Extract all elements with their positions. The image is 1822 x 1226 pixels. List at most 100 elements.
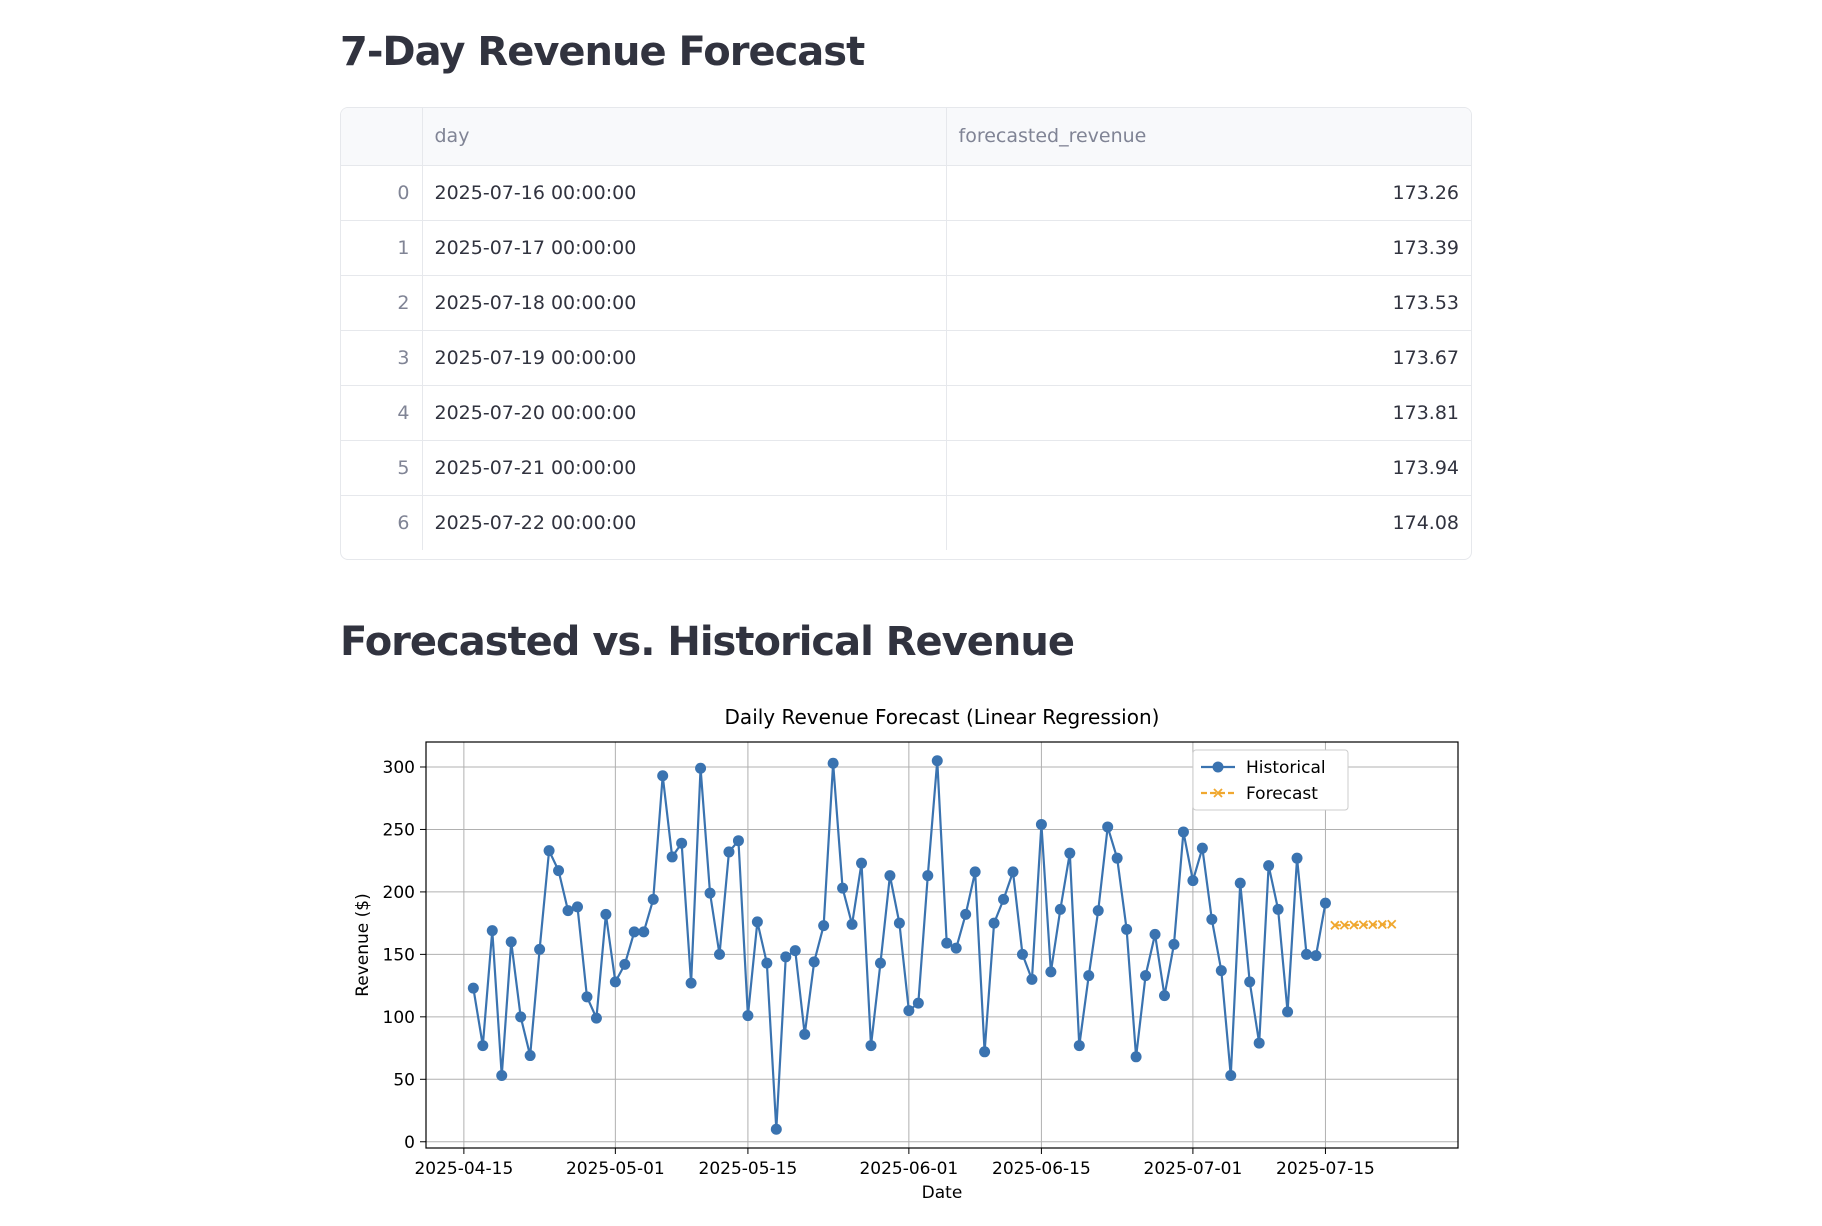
historical-point [912, 997, 924, 1009]
historical-point [1291, 852, 1303, 864]
forecasted-revenue-cell[interactable]: 173.67 [946, 330, 1471, 386]
y-tick-label: 250 [383, 820, 415, 840]
historical-point [1319, 897, 1331, 909]
historical-point [799, 1028, 811, 1040]
historical-point [1187, 875, 1199, 887]
historical-point [1282, 1006, 1294, 1018]
historical-point [732, 835, 744, 847]
y-tick-label: 0 [404, 1133, 415, 1153]
table-row[interactable]: 0 2025-07-16 00:00:00 173.26 [341, 165, 1471, 221]
day-cell[interactable]: 2025-07-18 00:00:00 [422, 275, 947, 331]
x-axis-label: Date [922, 1183, 963, 1203]
row-index-cell[interactable]: 3 [341, 330, 423, 386]
x-tick-label: 2025-06-01 [859, 1159, 958, 1179]
day-cell[interactable]: 2025-07-17 00:00:00 [422, 220, 947, 276]
historical-point [1234, 877, 1246, 889]
legend-forecast-marker [1213, 788, 1223, 798]
x-tick-label: 2025-07-01 [1144, 1159, 1243, 1179]
historical-point [1253, 1037, 1265, 1049]
historical-point [505, 936, 517, 948]
historical-point [751, 916, 763, 928]
row-index-cell[interactable]: 2 [341, 275, 423, 331]
historical-point [1016, 948, 1028, 960]
historical-point [1158, 990, 1170, 1002]
forecasted-revenue-cell[interactable]: 173.26 [946, 165, 1471, 221]
forecast-point [1330, 920, 1340, 930]
row-index-cell[interactable]: 5 [341, 440, 423, 496]
forecast-table-heading: 7-Day Revenue Forecast [340, 29, 865, 75]
historical-point [1083, 970, 1095, 982]
forecasted-revenue-cell[interactable]: 173.81 [946, 385, 1471, 441]
historical-point [780, 951, 792, 963]
forecasted-revenue-cell[interactable]: 173.94 [946, 440, 1471, 496]
historical-point [1196, 842, 1208, 854]
historical-point [543, 845, 555, 857]
historical-point [837, 882, 849, 894]
historical-point [1130, 1051, 1142, 1063]
historical-point [960, 908, 972, 920]
day-cell[interactable]: 2025-07-16 00:00:00 [422, 165, 947, 221]
y-tick-label: 150 [383, 945, 415, 965]
column-header-forecasted-revenue[interactable]: forecasted_revenue [946, 108, 1471, 166]
row-index-cell[interactable]: 0 [341, 165, 423, 221]
day-cell[interactable]: 2025-07-20 00:00:00 [422, 385, 947, 441]
historical-point [1026, 973, 1038, 985]
historical-point [666, 851, 678, 863]
y-tick-label: 100 [383, 1008, 415, 1028]
historical-point [988, 917, 1000, 929]
forecast-dataframe[interactable]: day forecasted_revenue 0 2025-07-16 00:00… [340, 107, 1472, 560]
historical-point [619, 958, 631, 970]
historical-point [1272, 903, 1284, 915]
historical-point [808, 956, 820, 968]
historical-point [676, 837, 688, 849]
historical-point [1301, 948, 1313, 960]
historical-point [1215, 965, 1227, 977]
historical-point [818, 920, 830, 932]
forecasted-revenue-cell[interactable]: 173.39 [946, 220, 1471, 276]
historical-point [714, 948, 726, 960]
column-header-day[interactable]: day [422, 108, 947, 166]
y-tick-label: 200 [383, 883, 415, 903]
table-row[interactable]: 6 2025-07-22 00:00:00 174.08 [341, 495, 1471, 550]
table-row[interactable]: 1 2025-07-17 00:00:00 173.39 [341, 220, 1471, 276]
column-header-index[interactable] [341, 108, 423, 166]
historical-point [571, 901, 583, 913]
historical-point [581, 991, 593, 1003]
historical-point [1121, 923, 1133, 935]
historical-point [524, 1050, 536, 1062]
row-index-cell[interactable]: 1 [341, 220, 423, 276]
historical-point [998, 893, 1010, 905]
historical-point [1007, 866, 1019, 878]
forecast-point [1349, 920, 1359, 930]
forecasted-revenue-cell[interactable]: 174.08 [1392, 511, 1459, 534]
historical-line [472, 760, 1327, 1130]
day-cell[interactable]: 2025-07-22 00:00:00 [422, 495, 947, 550]
historical-point [647, 893, 659, 905]
table-row[interactable]: 3 2025-07-19 00:00:00 173.67 [341, 330, 1471, 386]
historical-point [477, 1040, 489, 1052]
row-index-cell[interactable]: 6 [341, 495, 423, 550]
legend-box [1192, 749, 1349, 811]
historical-point [884, 870, 896, 882]
historical-point [534, 943, 546, 955]
historical-point [903, 1005, 915, 1017]
historical-point [969, 866, 981, 878]
historical-point [467, 982, 479, 994]
historical-point [1177, 826, 1189, 838]
row-index-cell[interactable]: 4 [341, 385, 423, 441]
historical-point [742, 1010, 754, 1022]
forecasted-revenue-cell[interactable]: 173.53 [946, 275, 1471, 331]
x-tick-label: 2025-05-01 [566, 1159, 665, 1179]
table-row[interactable]: 2 2025-07-18 00:00:00 173.53 [341, 275, 1471, 331]
historical-point [1149, 928, 1161, 940]
day-cell[interactable]: 2025-07-19 00:00:00 [422, 330, 947, 386]
chart-title: Daily Revenue Forecast (Linear Regressio… [725, 705, 1160, 729]
historical-point [1168, 938, 1180, 950]
comparison-heading: Forecasted vs. Historical Revenue [340, 619, 1075, 665]
historical-point [1045, 966, 1057, 978]
table-row[interactable]: 5 2025-07-21 00:00:00 173.94 [341, 440, 1471, 496]
historical-point [856, 857, 868, 869]
table-row[interactable]: 4 2025-07-20 00:00:00 173.81 [341, 385, 1471, 441]
day-cell[interactable]: 2025-07-21 00:00:00 [422, 440, 947, 496]
historical-point [1102, 821, 1114, 833]
